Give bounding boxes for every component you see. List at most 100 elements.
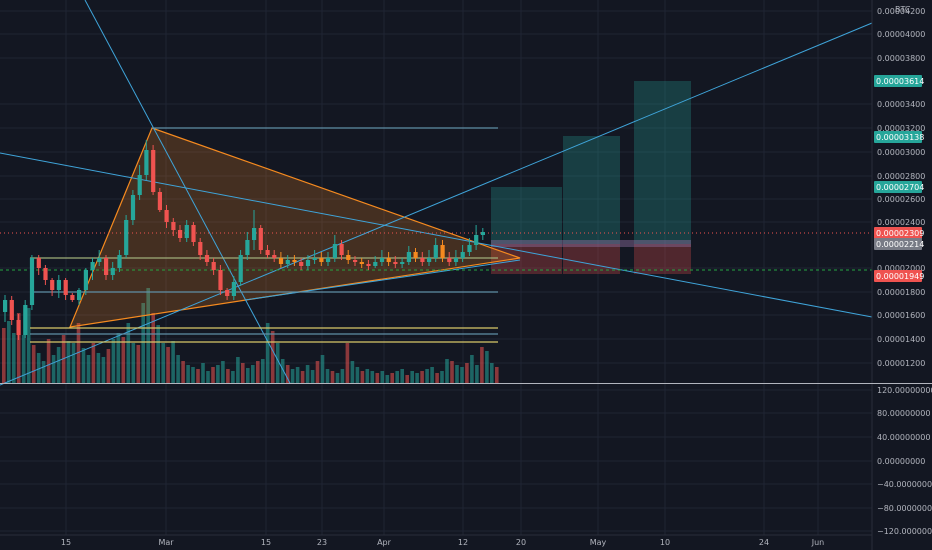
volume-bar bbox=[126, 323, 131, 383]
volume-bar bbox=[96, 353, 101, 383]
price-label-text: 0.00003614 bbox=[876, 77, 924, 86]
volume-bar bbox=[36, 353, 41, 383]
price-tick-label: 0.00003400 bbox=[877, 100, 925, 109]
volume-bar bbox=[345, 343, 350, 383]
volume-bar bbox=[161, 343, 165, 383]
candle-body bbox=[151, 150, 156, 192]
volume-bar bbox=[141, 303, 145, 383]
candlesticks bbox=[3, 140, 485, 340]
volume-bar bbox=[181, 361, 185, 383]
volume-bar bbox=[305, 365, 310, 383]
volume-bar bbox=[365, 369, 370, 383]
volume-bar bbox=[370, 371, 375, 383]
candle-body bbox=[211, 262, 216, 270]
volume-bar bbox=[490, 363, 494, 383]
candle-body bbox=[319, 258, 324, 262]
volume-bar bbox=[16, 313, 21, 383]
candle-body bbox=[104, 258, 109, 275]
volume-bar bbox=[12, 333, 16, 383]
candle-body bbox=[420, 258, 425, 262]
volume-bar bbox=[460, 367, 464, 383]
volume-bar bbox=[236, 357, 240, 383]
volume-bar bbox=[410, 371, 414, 383]
time-tick-label: 24 bbox=[759, 538, 769, 547]
volume-bar bbox=[475, 365, 479, 383]
volume-bar bbox=[360, 371, 365, 383]
volume-bar bbox=[91, 343, 96, 383]
candle-body bbox=[413, 252, 418, 258]
time-tick-label: 10 bbox=[660, 538, 670, 547]
oscillator-tick-label: −120.00000000 bbox=[877, 527, 932, 536]
volume-bar bbox=[495, 367, 499, 383]
price-tick-label: 0.00002800 bbox=[877, 172, 925, 181]
candle-body bbox=[393, 262, 398, 264]
candle-body bbox=[373, 262, 378, 266]
volume-bar bbox=[261, 359, 265, 383]
price-tick-label: 0.00001800 bbox=[877, 288, 925, 297]
price-label-text: 0.00001949 bbox=[876, 272, 924, 281]
candle-body bbox=[312, 258, 317, 260]
candle-body bbox=[110, 268, 115, 275]
candle-body bbox=[453, 258, 459, 262]
volume-bar bbox=[51, 355, 56, 383]
volume-bar bbox=[151, 313, 155, 383]
stop-zone bbox=[491, 244, 562, 274]
price-label-tag bbox=[874, 238, 922, 250]
volume-bar bbox=[241, 363, 245, 383]
volume-bar bbox=[106, 349, 111, 383]
candle-body bbox=[265, 250, 270, 255]
volume-bar bbox=[101, 357, 106, 383]
volume-bar bbox=[285, 365, 290, 383]
oscillator-tick-label: 0.00000000 bbox=[877, 457, 925, 466]
price-label-tag bbox=[874, 227, 922, 239]
time-tick-label: 15 bbox=[261, 538, 271, 547]
volume-bar bbox=[221, 361, 225, 383]
volume-bar bbox=[485, 351, 489, 383]
volume-bar bbox=[191, 367, 195, 383]
stop-zone bbox=[563, 244, 620, 274]
candle-body bbox=[231, 282, 236, 296]
time-tick-label: 12 bbox=[458, 538, 468, 547]
price-tick-label: 0.00004200 bbox=[877, 7, 925, 16]
volume-bar bbox=[330, 371, 335, 383]
candle-body bbox=[258, 228, 263, 250]
position-zones bbox=[491, 81, 691, 274]
candle-body bbox=[305, 260, 311, 266]
volume-bar bbox=[425, 369, 429, 383]
volume-bar bbox=[380, 371, 385, 383]
candle-body bbox=[171, 222, 176, 230]
profit-zone bbox=[563, 136, 620, 244]
price-tick-label: 0.00001200 bbox=[877, 359, 925, 368]
volume-bar bbox=[211, 367, 215, 383]
time-tick-label: Jun bbox=[811, 538, 825, 547]
time-tick-label: May bbox=[590, 538, 607, 547]
volume-bar bbox=[355, 367, 360, 383]
candle-body bbox=[386, 258, 391, 262]
volume-bar bbox=[390, 373, 394, 383]
volume-bar bbox=[66, 341, 71, 383]
candle-body bbox=[440, 245, 445, 258]
volume-bar bbox=[206, 371, 210, 383]
volume-bar bbox=[455, 365, 459, 383]
volume-bar bbox=[86, 355, 91, 383]
volume-bar bbox=[251, 365, 255, 383]
candle-body bbox=[278, 258, 284, 264]
volume-bar bbox=[216, 365, 220, 383]
volume-bar bbox=[111, 339, 116, 383]
candle-body bbox=[56, 280, 61, 290]
price-label-tag bbox=[874, 181, 922, 193]
candle-body bbox=[480, 232, 485, 235]
price-label-text: 0.00002214 bbox=[876, 240, 924, 249]
volume-bar bbox=[415, 373, 419, 383]
oscillator-tick-label: 40.00000000 bbox=[877, 433, 930, 442]
volume-bar bbox=[246, 368, 250, 383]
candle-body bbox=[332, 244, 337, 258]
volume-bar bbox=[26, 308, 31, 383]
volume-bar bbox=[46, 339, 51, 383]
price-tick-label: 0.00003000 bbox=[877, 148, 925, 157]
candle-body bbox=[90, 262, 95, 270]
candle-body bbox=[238, 255, 243, 282]
volume-bar bbox=[480, 347, 484, 383]
